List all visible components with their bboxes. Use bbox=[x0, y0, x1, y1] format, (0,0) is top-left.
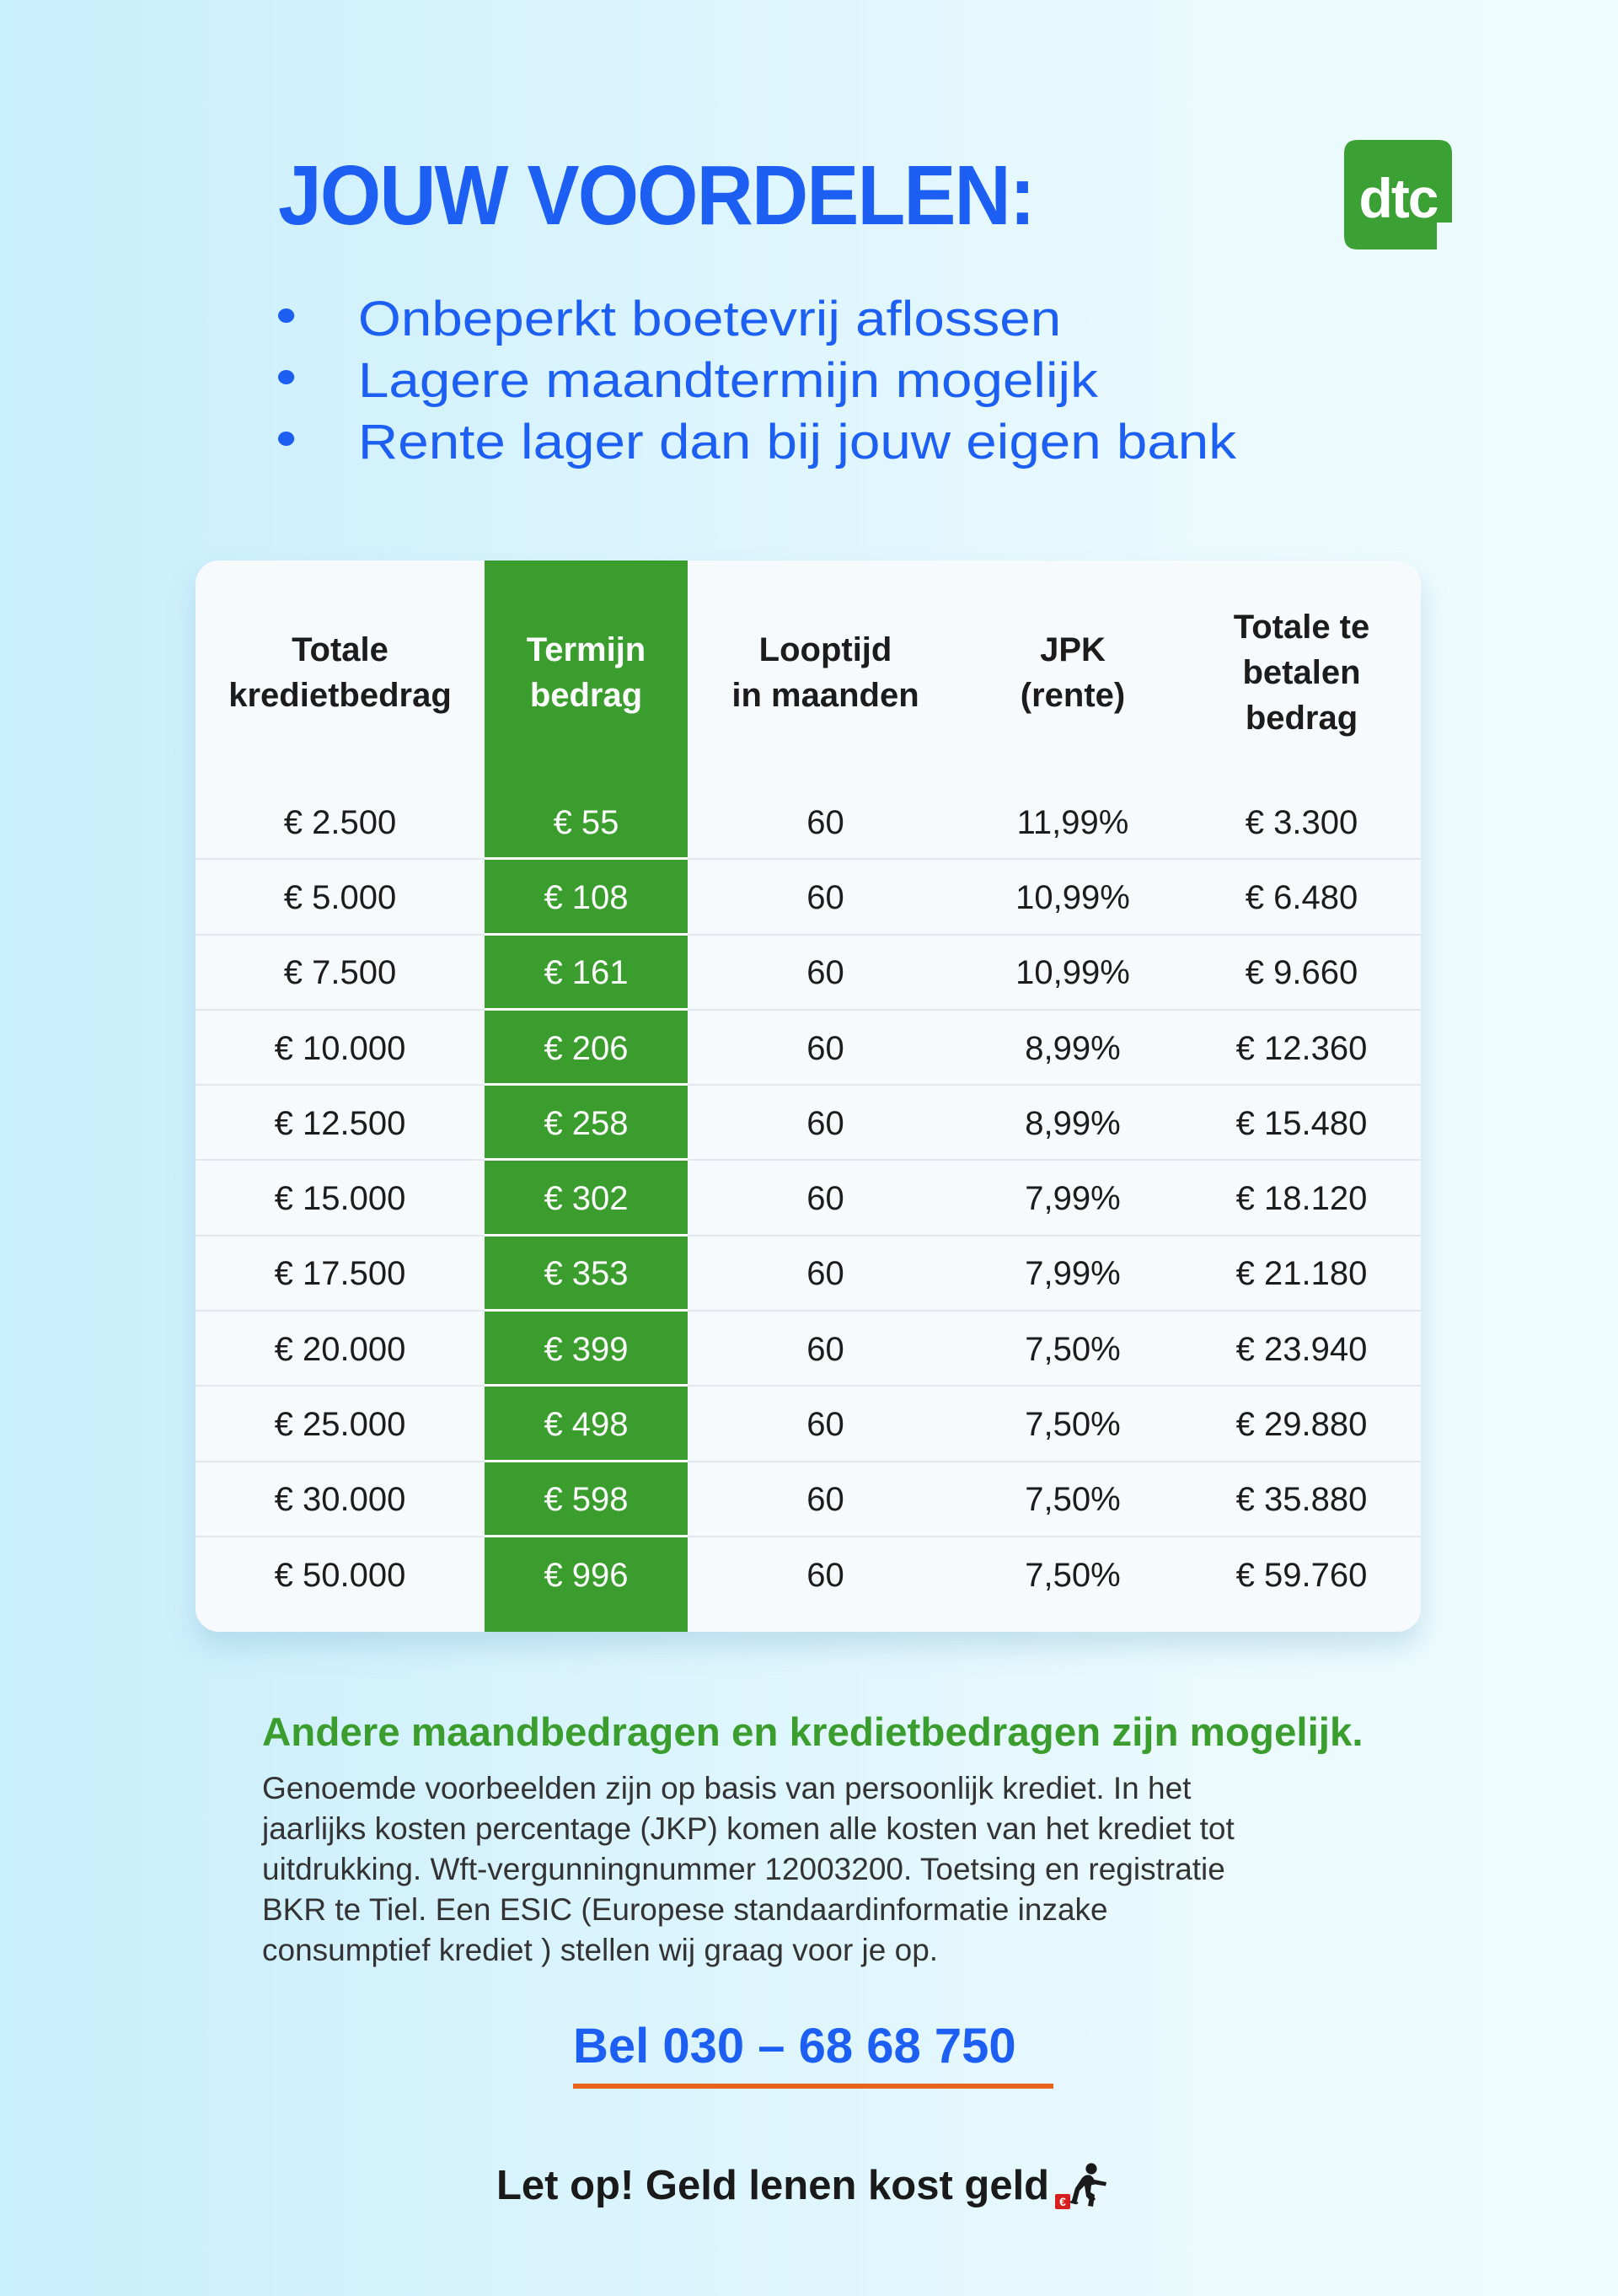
svg-text:€: € bbox=[1059, 2195, 1066, 2208]
svg-text:dtc: dtc bbox=[1359, 167, 1438, 229]
